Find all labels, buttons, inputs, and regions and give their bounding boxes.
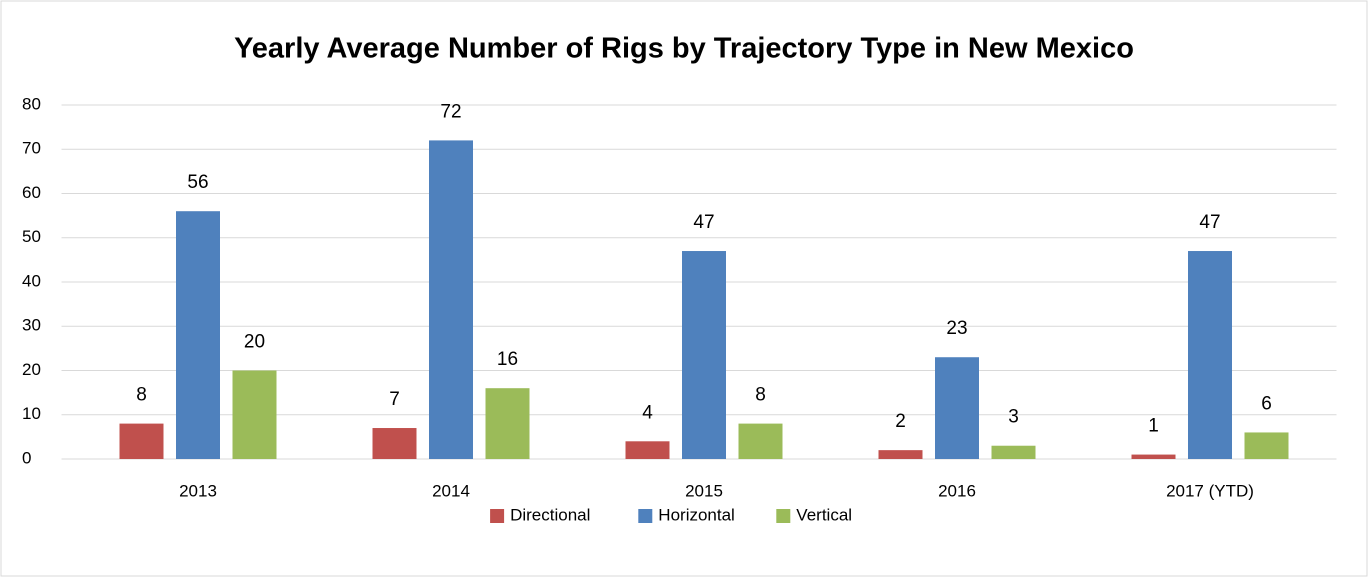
data-label: 4 [642,402,653,423]
data-label: 6 [1261,393,1272,414]
bar [935,357,979,459]
bar [232,370,277,459]
y-tick-label: 60 [22,183,41,202]
data-label: 56 [187,172,208,193]
legend-label: Horizontal [658,505,735,524]
x-tick-label: 2015 [685,481,723,500]
data-label: 20 [244,332,265,353]
bar [372,428,417,459]
legend-label: Directional [510,505,590,524]
data-label: 8 [755,385,766,406]
data-label: 3 [1008,407,1019,428]
x-tick-label: 2017 (YTD) [1166,481,1254,500]
bar [991,445,1036,459]
x-tick-label: 2013 [179,481,217,500]
data-label: 72 [440,101,461,122]
bar [625,441,670,459]
chart-title: Yearly Average Number of Rigs by Traject… [234,33,1134,65]
data-label: 16 [497,349,518,370]
bar [1188,251,1232,459]
bar [738,423,783,459]
legend-swatch [638,509,653,523]
bar [682,251,726,459]
data-label: 47 [1199,212,1220,233]
data-label: 23 [946,318,967,339]
y-tick-label: 10 [22,404,41,423]
y-tick-label: 20 [22,360,41,379]
data-label: 2 [895,411,906,432]
data-label: 47 [693,212,714,233]
bar [485,388,530,459]
data-label: 7 [389,389,400,410]
y-tick-label: 0 [22,448,31,467]
legend-label: Vertical [796,505,852,524]
legend-swatch [776,509,791,523]
bar [878,450,923,459]
data-label: 1 [1148,416,1159,437]
x-tick-label: 2014 [432,481,470,500]
x-tick-label: 2016 [938,481,976,500]
y-tick-label: 30 [22,316,41,335]
y-tick-label: 70 [22,139,41,158]
bar [119,423,164,459]
y-tick-label: 50 [22,227,41,246]
bar [176,211,220,459]
y-tick-label: 40 [22,271,41,290]
bar [429,140,473,459]
legend-swatch [490,509,505,523]
bar [1244,432,1289,459]
bar [1131,454,1176,459]
y-tick-label: 80 [22,94,41,113]
data-label: 8 [136,385,147,406]
